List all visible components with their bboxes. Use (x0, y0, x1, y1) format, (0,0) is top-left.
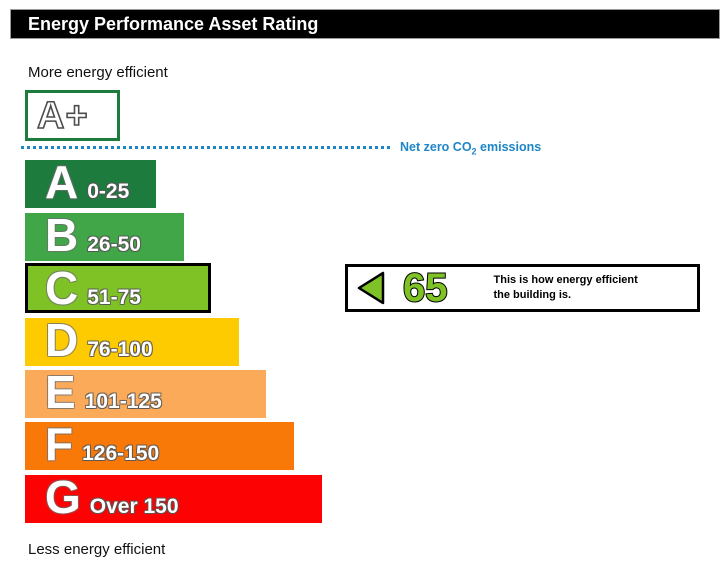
band-c-letter: C (45, 262, 79, 314)
band-c: C 51-75 (25, 263, 211, 313)
more-efficient-label: More energy efficient (28, 64, 168, 81)
band-a-plus: A+ (25, 90, 120, 141)
band-b-range: 26-50 (87, 233, 141, 256)
band-e-range: 101-125 (84, 390, 162, 413)
band-d: D 76-100 (25, 314, 239, 366)
rating-description-line-2: the building is. (493, 289, 572, 301)
band-a: A 0-25 (25, 156, 156, 208)
band-b: B 26-50 (25, 209, 184, 261)
net-zero-subscript: 2 (471, 146, 477, 157)
rating-indicator: 65 This is how energy efficient the buil… (345, 264, 700, 312)
band-a-range: 0-25 (87, 180, 130, 203)
band-a-letter: A (45, 156, 79, 208)
net-zero-dotted-line (21, 146, 392, 149)
band-d-range: 76-100 (87, 338, 153, 361)
rating-value: 65 (402, 266, 448, 310)
less-efficient-label: Less energy efficient (28, 541, 166, 558)
band-g-range: Over 150 (89, 495, 179, 518)
band-a-plus-letter: A+ (36, 94, 89, 137)
band-f-letter: F (45, 418, 74, 470)
left-arrow-icon (357, 271, 385, 305)
net-zero-text-prefix: Net zero CO (400, 140, 472, 154)
page-title: Energy Performance Asset Rating (10, 9, 720, 39)
band-g: G Over 150 (25, 471, 322, 523)
band-d-letter: D (45, 314, 79, 366)
band-g-letter: G (45, 471, 81, 523)
band-f-range: 126-150 (82, 442, 160, 465)
band-b-letter: B (45, 209, 79, 261)
rating-description-line-1: This is how energy efficient (493, 273, 638, 286)
net-zero-text-suffix: emissions (476, 140, 542, 154)
net-zero-label: Net zero CO2 emissions (400, 140, 541, 157)
rating-description: This is how energy efficient the buildin… (494, 273, 638, 304)
band-e: E 101-125 (25, 366, 266, 418)
band-e-letter: E (45, 366, 76, 418)
band-c-range: 51-75 (87, 286, 141, 309)
band-f: F 126-150 (25, 418, 294, 470)
